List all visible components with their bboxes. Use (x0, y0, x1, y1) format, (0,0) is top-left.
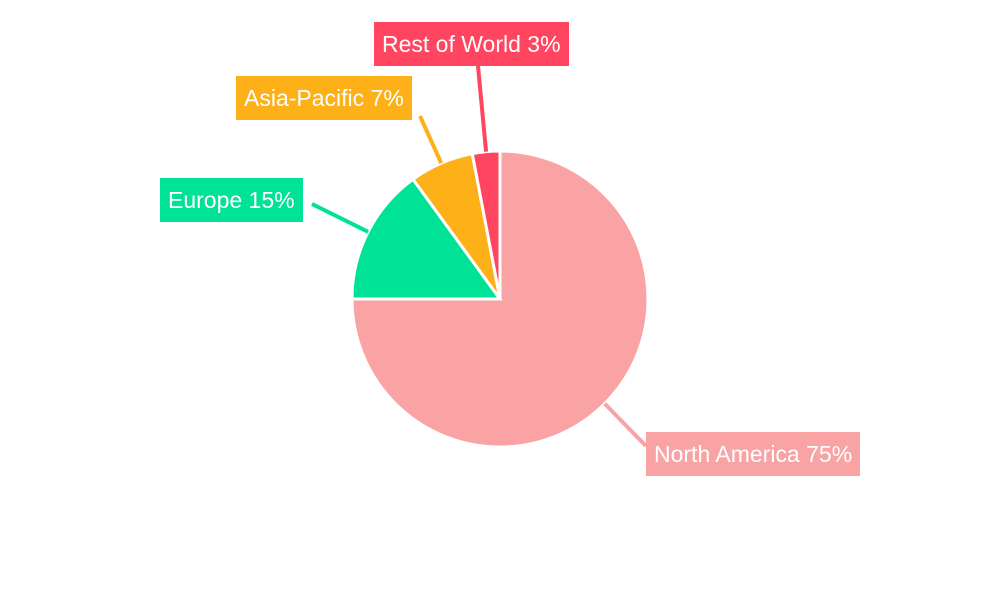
leader-line-asia-pacific (418, 115, 444, 164)
leader-line-rest-of-world (476, 65, 489, 152)
label-rest-of-world: Rest of World 3% (374, 22, 569, 66)
label-europe: Europe 15% (160, 178, 303, 222)
leader-line-north-america (603, 402, 648, 448)
label-asia-pacific: Asia-Pacific 7% (236, 76, 412, 120)
leader-line-europe (311, 202, 370, 234)
label-north-america: North America 75% (646, 432, 861, 476)
